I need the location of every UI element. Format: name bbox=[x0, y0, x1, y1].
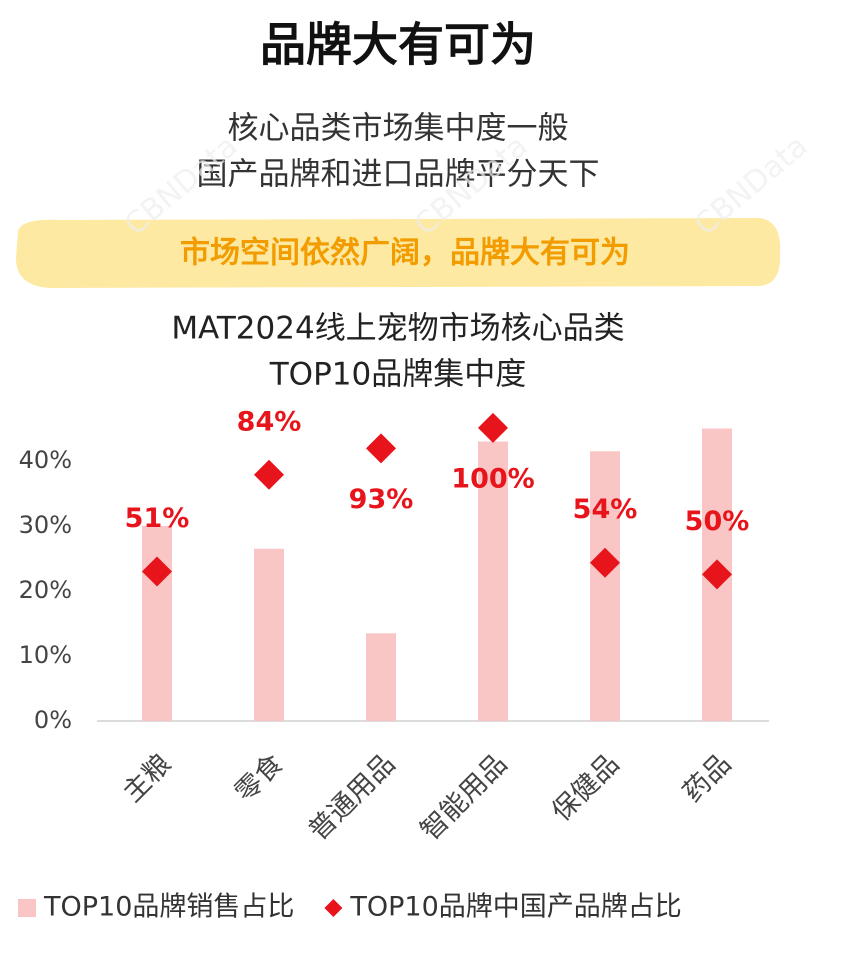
bar bbox=[478, 441, 508, 721]
legend-swatch bbox=[18, 899, 36, 917]
highlight-text: 市场空间依然广阔，品牌大有可为 bbox=[180, 236, 630, 271]
diamond-marker bbox=[366, 433, 396, 464]
data-label: 100% bbox=[451, 463, 534, 494]
subtitle: 核心品类市场集中度一般 bbox=[228, 111, 569, 147]
x-tick-label: 药品 bbox=[677, 748, 737, 808]
diamond-marker bbox=[590, 547, 620, 578]
data-label: 54% bbox=[573, 494, 638, 525]
y-tick-label: 20% bbox=[19, 576, 72, 604]
x-tick-label: 零食 bbox=[229, 748, 289, 808]
legend-label: TOP10品牌销售占比 bbox=[43, 892, 294, 923]
data-label: 50% bbox=[685, 506, 750, 537]
x-tick-label: 主粮 bbox=[117, 748, 177, 808]
subtitle: 国产品牌和进口品牌平分天下 bbox=[197, 157, 600, 193]
data-label: 93% bbox=[349, 484, 414, 515]
x-tick-label: 智能用品 bbox=[415, 748, 513, 846]
chart-title: TOP10品牌集中度 bbox=[269, 357, 526, 393]
bar bbox=[254, 548, 284, 721]
bar bbox=[366, 633, 396, 721]
diamond-marker bbox=[702, 559, 732, 590]
diamond-marker bbox=[478, 412, 508, 443]
highlight-band bbox=[16, 218, 781, 288]
data-label: 51% bbox=[125, 503, 190, 534]
bar bbox=[590, 451, 620, 721]
diamond-marker bbox=[254, 459, 284, 490]
x-tick-label: 保健品 bbox=[546, 748, 625, 827]
y-tick-label: 40% bbox=[19, 446, 72, 474]
page-title: 品牌大有可为 bbox=[260, 18, 536, 72]
data-label: 84% bbox=[237, 406, 302, 437]
y-tick-label: 0% bbox=[34, 706, 72, 734]
legend-swatch bbox=[324, 899, 343, 917]
diamond-marker bbox=[142, 556, 172, 587]
y-tick-label: 10% bbox=[19, 641, 72, 669]
chart-title: MAT2024线上宠物市场核心品类 bbox=[171, 311, 624, 347]
y-tick-label: 30% bbox=[19, 511, 72, 539]
x-tick-label: 普通用品 bbox=[303, 748, 401, 846]
bar bbox=[142, 526, 172, 721]
legend-label: TOP10品牌中国产品牌占比 bbox=[349, 892, 681, 923]
